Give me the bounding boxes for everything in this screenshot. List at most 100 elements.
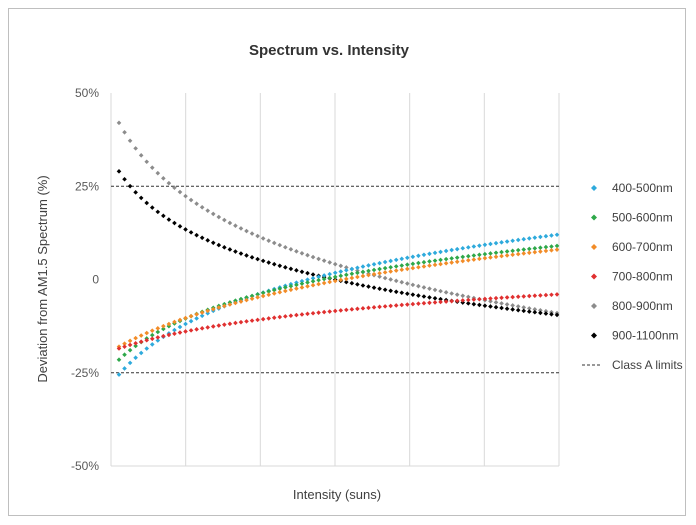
data-point	[399, 279, 405, 285]
data-point	[155, 326, 161, 331]
data-point	[515, 237, 521, 243]
data-point	[155, 170, 161, 176]
data-point	[438, 296, 443, 302]
data-point	[249, 293, 255, 299]
data-point	[515, 304, 521, 309]
data-point	[227, 302, 233, 307]
data-point	[260, 290, 266, 296]
data-point	[344, 272, 349, 278]
data-point	[355, 306, 360, 312]
data-point	[366, 305, 371, 311]
legend-marker	[591, 244, 597, 250]
data-point	[454, 298, 460, 304]
data-point	[116, 120, 122, 126]
data-point	[438, 299, 443, 305]
data-point	[277, 314, 283, 320]
legend: 400-500nm 500-600nm 600-700nm 700-800nm 800-…	[582, 181, 683, 372]
data-point	[510, 238, 515, 244]
data-point	[377, 270, 382, 276]
data-point	[183, 227, 188, 232]
legend-label: Class A limits	[612, 358, 683, 372]
data-point	[399, 267, 405, 273]
data-point	[504, 239, 510, 244]
data-point	[410, 292, 416, 297]
data-point	[271, 315, 277, 321]
data-point	[283, 285, 288, 290]
y-tick-label: -25%	[71, 366, 99, 380]
data-point	[482, 255, 488, 261]
data-point	[449, 291, 454, 296]
data-point	[427, 259, 432, 264]
data-point	[222, 217, 227, 223]
data-point	[255, 256, 260, 262]
data-point	[510, 303, 515, 308]
data-point	[188, 197, 194, 203]
data-point	[260, 258, 266, 264]
data-point	[405, 291, 410, 297]
data-point	[388, 277, 393, 282]
data-point	[332, 261, 338, 267]
data-point	[460, 258, 466, 264]
data-point	[305, 311, 310, 317]
data-point	[538, 249, 543, 254]
data-point	[549, 311, 554, 317]
data-point	[327, 260, 332, 265]
data-point	[410, 282, 416, 288]
data-point	[393, 303, 399, 308]
legend-label: 600-700nm	[612, 240, 673, 254]
data-point	[316, 310, 321, 315]
data-point	[310, 282, 316, 288]
data-point	[416, 293, 421, 298]
data-point	[183, 315, 188, 321]
data-point	[416, 260, 421, 266]
data-point	[294, 312, 299, 318]
data-point	[277, 263, 283, 269]
data-point	[471, 257, 477, 262]
data-point	[382, 304, 388, 309]
data-point	[155, 335, 161, 340]
data-point	[543, 248, 549, 254]
data-point	[138, 339, 144, 344]
data-point	[465, 301, 471, 306]
data-point	[538, 245, 543, 251]
data-point	[427, 286, 432, 291]
data-point	[332, 278, 338, 284]
data-point	[377, 260, 382, 266]
data-point	[183, 193, 188, 199]
data-point	[554, 232, 560, 238]
data-point	[388, 258, 393, 264]
data-point	[144, 159, 150, 165]
data-point	[465, 297, 471, 303]
data-point	[427, 251, 432, 257]
data-point	[432, 295, 438, 301]
data-point	[305, 252, 310, 258]
data-point	[249, 231, 255, 236]
data-point	[488, 241, 493, 247]
data-point	[238, 299, 244, 304]
data-point	[399, 290, 405, 296]
data-point	[133, 335, 138, 341]
data-point	[543, 244, 549, 250]
data-point	[127, 338, 133, 344]
data-point	[294, 282, 299, 288]
data-point	[532, 246, 538, 251]
data-point	[327, 309, 332, 314]
data-point	[222, 322, 227, 327]
data-point	[116, 372, 122, 377]
data-point	[515, 294, 521, 300]
data-point	[377, 274, 382, 279]
data-point	[327, 275, 332, 281]
data-point	[255, 292, 260, 297]
data-point	[488, 296, 493, 301]
data-point	[482, 296, 488, 302]
data-point	[405, 281, 410, 286]
data-point	[443, 248, 449, 254]
legend-marker	[591, 185, 597, 191]
data-point	[222, 245, 227, 250]
data-point	[399, 256, 405, 262]
y-tick-label: 50%	[75, 86, 99, 100]
data-point	[371, 285, 377, 290]
data-point	[471, 297, 477, 302]
data-point	[499, 305, 504, 311]
data-point	[410, 265, 416, 271]
